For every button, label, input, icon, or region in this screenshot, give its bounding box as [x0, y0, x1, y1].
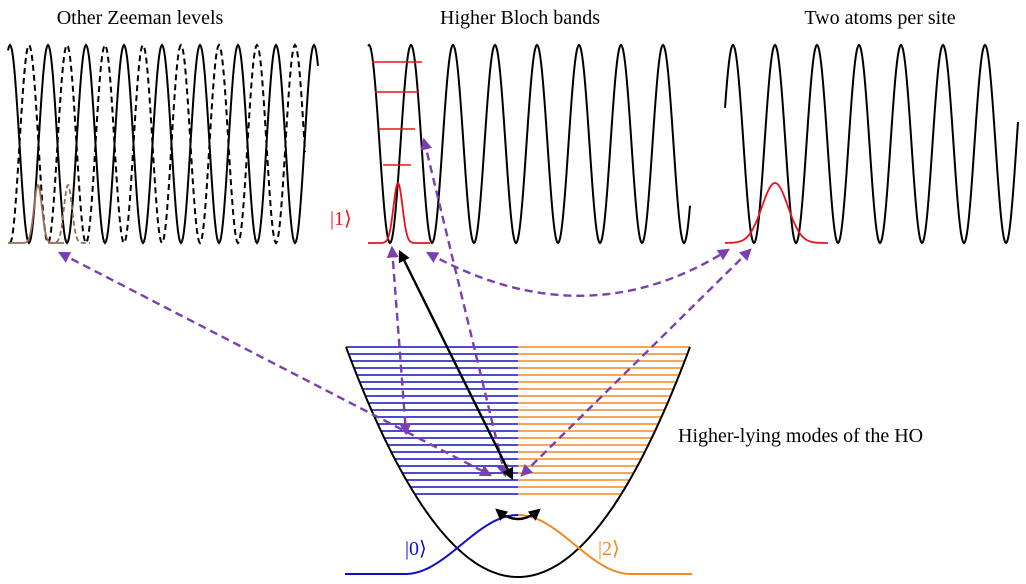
bloch-trap-vertical-arrow	[386, 245, 412, 436]
zeeman-wavepacket	[8, 183, 64, 244]
state-2-label: |2⟩	[598, 538, 620, 560]
two-atoms-wavepacket	[725, 182, 828, 244]
two-atoms-panel-title: Two atoms per site	[804, 7, 955, 29]
state-1-transition-arrow	[398, 249, 514, 481]
state-1-label: |1⟩	[330, 208, 352, 230]
zeeman-shifted-wavepacket	[48, 183, 90, 244]
two-atoms-coupling-arrow	[520, 248, 752, 477]
zeeman-lattice-potential	[7, 43, 319, 245]
zeeman-shifted-lattice-potential	[9, 43, 306, 245]
zeeman-coupling-arrow	[57, 251, 493, 477]
state-0-wavefunction	[345, 514, 518, 575]
bloch-two-atoms-arrow	[425, 248, 731, 297]
right-ho-mode-levels	[518, 346, 690, 495]
coupling-arrows	[57, 137, 752, 521]
bloch-panel-title: Higher Bloch bands	[440, 7, 600, 29]
bloch-band-levels	[372, 61, 422, 166]
ho-modes-caption: Higher-lying modes of the HO	[678, 425, 923, 447]
bloch-lattice-potential	[367, 43, 691, 245]
state-0-label: |0⟩	[405, 538, 427, 560]
bloch-wavepacket	[368, 181, 430, 244]
two-atoms-lattice-potential	[724, 43, 1019, 245]
zeeman-panel-title: Other Zeeman levels	[57, 7, 224, 29]
state-0-2-exchange-arrow	[495, 508, 541, 521]
